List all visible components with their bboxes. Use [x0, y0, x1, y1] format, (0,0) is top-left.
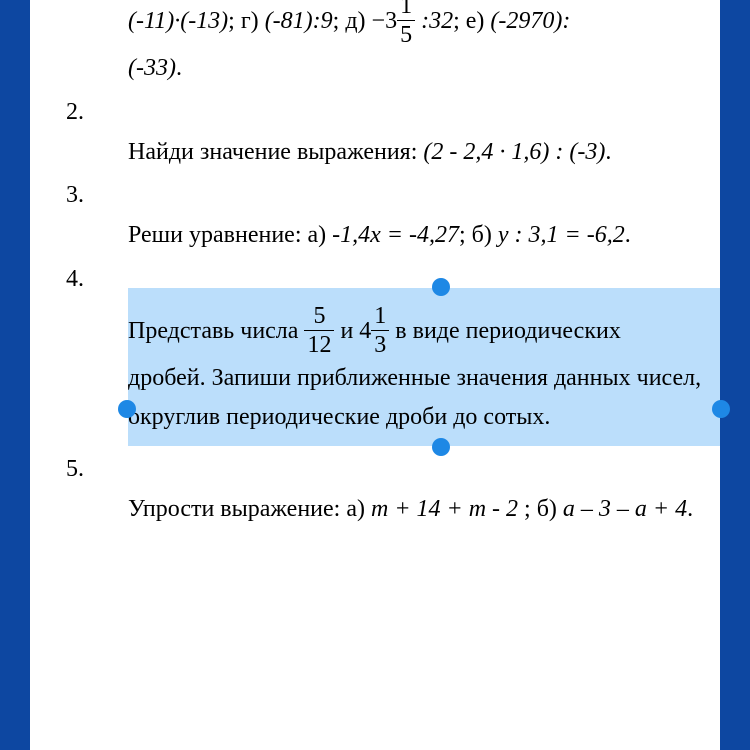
p2-period: .: [605, 139, 611, 165]
p4-mixed-den: 3: [371, 330, 389, 357]
selection-handle-top[interactable]: [432, 278, 450, 296]
selection-region[interactable]: Представь числа 512 и 413 в виде периоди…: [128, 288, 720, 446]
p1-frag-a: (-11)·(-13): [128, 8, 228, 34]
problem-2-number: 2.: [66, 93, 84, 133]
p1-label-e: ; е): [453, 8, 490, 34]
content-area: ( 18 ) (-11)·(-13); г) (-81):9; д) −315 …: [30, 0, 720, 530]
p1-mixed-num: 1: [397, 0, 415, 20]
p5-text: Упрости выражение: а): [128, 496, 371, 522]
document-page: ( 18 ) (-11)·(-13); г) (-81):9; д) −315 …: [30, 0, 720, 750]
p1-mixed: 315: [385, 0, 415, 49]
p3-text: Реши уравнение: а): [128, 222, 332, 248]
p1-frag-e: (-2970):: [490, 8, 570, 34]
p4-mixed-int: 4: [359, 318, 371, 344]
p1-period: .: [176, 55, 182, 81]
p1-mixed-frac: 15: [397, 0, 415, 47]
problem-1-body: (-11)·(-13); г) (-81):9; д) −315 :32; е)…: [128, 0, 696, 89]
p4-and: и: [340, 318, 359, 344]
p4-frac1-den: 12: [304, 330, 334, 357]
p1-mixed-den: 5: [397, 20, 415, 47]
selection-handle-left[interactable]: [118, 400, 136, 418]
p3-sep: ; б): [459, 222, 498, 248]
p5-expr-b: a – 3 – a + 4: [563, 496, 687, 522]
problem-5-number: 5.: [66, 450, 84, 490]
p1-frag-e2: (-33): [128, 55, 176, 81]
problem-5-body: Упрости выражение: а) m + 14 + m - 2 ; б…: [128, 490, 696, 530]
p1-minus: −: [372, 8, 386, 34]
p1-frag-g: (-81):9: [265, 8, 333, 34]
p5-sep: ; б): [524, 496, 563, 522]
p3-expr-a: -1,4x = -4,27: [332, 222, 459, 248]
p1-after-d: :32: [415, 8, 453, 34]
p3-expr-b: y : 3,1 = -6,2: [498, 222, 625, 248]
problem-4-number: 4.: [66, 260, 84, 300]
p1-mixed-int: 3: [385, 8, 397, 34]
p1-label-d: ; д): [333, 8, 372, 34]
problem-2-body: Найди значение выражения: (2 - 2,4 · 1,6…: [128, 133, 696, 173]
p5-expr-a: m + 14 + m - 2: [371, 496, 524, 522]
p4-text-a: Представь числа: [128, 318, 304, 344]
p4-frac1-num: 5: [304, 304, 334, 330]
p4-mixed-num: 1: [371, 304, 389, 330]
selection-handle-right[interactable]: [712, 400, 730, 418]
problem-3-number: 3.: [66, 176, 84, 216]
p3-period: .: [625, 222, 631, 248]
p4-frac1: 512: [304, 304, 334, 357]
problem-3-body: Реши уравнение: а) -1,4x = -4,27; б) y :…: [128, 216, 696, 256]
p4-mixed-frac: 13: [371, 304, 389, 357]
p5-period: .: [687, 496, 693, 522]
p1-label-g: ; г): [228, 8, 265, 34]
p4-mixed: 413: [359, 306, 389, 359]
p2-text: Найди значение выражения:: [128, 139, 423, 165]
p2-expr: (2 - 2,4 · 1,6) : (-3): [423, 139, 605, 165]
selection-handle-bottom[interactable]: [432, 438, 450, 456]
